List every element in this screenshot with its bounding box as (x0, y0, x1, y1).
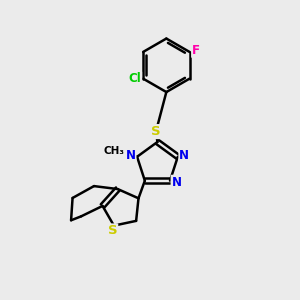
Text: N: N (172, 176, 182, 189)
Text: N: N (125, 149, 136, 162)
Text: S: S (151, 125, 161, 138)
Text: S: S (108, 224, 117, 238)
Text: Cl: Cl (128, 72, 141, 85)
Text: CH₃: CH₃ (104, 146, 125, 156)
Text: N: N (179, 149, 189, 162)
Text: F: F (192, 44, 200, 57)
